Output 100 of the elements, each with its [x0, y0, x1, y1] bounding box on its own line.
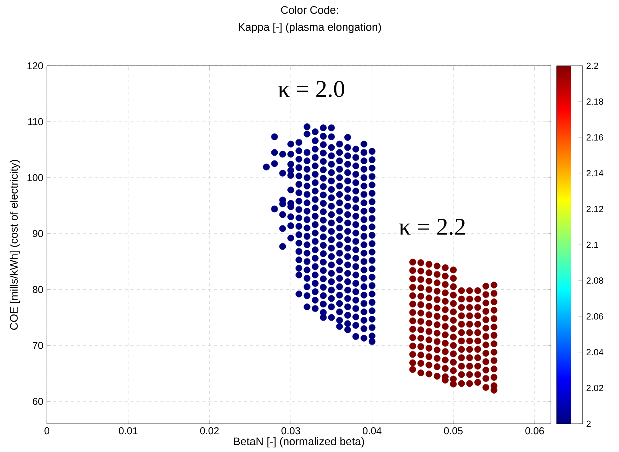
point — [490, 282, 498, 289]
point — [360, 158, 368, 165]
point — [360, 233, 368, 240]
point — [336, 224, 344, 232]
point — [360, 140, 368, 148]
point — [360, 292, 368, 299]
point — [490, 366, 498, 373]
point — [296, 232, 303, 238]
y-axis-title: COE [mills/kWh] (cost of electricity) — [10, 160, 20, 330]
point — [466, 338, 474, 345]
point — [426, 294, 433, 302]
point — [434, 346, 441, 354]
point — [360, 250, 368, 257]
point — [426, 270, 433, 276]
point — [482, 366, 490, 374]
point — [288, 151, 294, 158]
point — [410, 318, 416, 324]
point — [426, 303, 433, 310]
point — [426, 312, 433, 318]
point — [336, 308, 344, 316]
point — [352, 296, 360, 304]
point — [296, 156, 303, 163]
point — [344, 203, 352, 210]
point — [304, 304, 311, 311]
point — [312, 296, 319, 304]
point — [312, 162, 319, 170]
point — [344, 326, 352, 334]
color-bar-label: 2.18 — [586, 98, 604, 105]
color-bar-label: 2.02 — [586, 385, 604, 392]
point — [474, 312, 482, 320]
y-tick-label: 100 — [28, 174, 44, 182]
point — [336, 258, 344, 266]
point — [352, 280, 360, 288]
point — [296, 256, 303, 264]
point — [320, 200, 327, 208]
point — [312, 263, 319, 270]
point — [410, 366, 416, 374]
y-tick-label: 70 — [33, 342, 44, 350]
point — [410, 276, 416, 283]
point — [368, 316, 376, 323]
point — [434, 322, 441, 328]
point — [352, 246, 360, 254]
point — [434, 280, 441, 286]
point — [344, 270, 352, 277]
point — [296, 290, 303, 298]
point — [304, 130, 311, 138]
point — [352, 255, 360, 262]
point — [320, 250, 327, 258]
point — [296, 139, 303, 146]
point — [418, 318, 424, 326]
point — [312, 188, 319, 195]
color-bar-label: 2.06 — [586, 313, 604, 320]
annotation: κ = 2.0 — [278, 81, 345, 98]
point — [320, 124, 327, 132]
chart-subtitle: Kappa [-] (plasma elongation) — [239, 23, 382, 34]
point — [304, 216, 311, 224]
point — [410, 326, 416, 333]
point — [352, 288, 360, 296]
color-bar-label: 2.08 — [586, 278, 604, 284]
point — [450, 284, 458, 290]
point — [296, 272, 303, 279]
point — [328, 244, 336, 252]
point — [336, 182, 344, 190]
point — [328, 314, 336, 322]
point — [360, 242, 368, 248]
point — [450, 350, 458, 358]
point — [352, 221, 360, 228]
point — [466, 380, 474, 388]
point — [490, 324, 498, 331]
point — [450, 359, 458, 366]
point — [426, 261, 433, 268]
point — [328, 144, 336, 152]
point — [450, 292, 458, 299]
point — [466, 312, 474, 320]
point — [466, 296, 474, 303]
point — [360, 224, 368, 232]
point — [418, 352, 424, 359]
point — [418, 343, 424, 350]
point — [410, 258, 416, 266]
point — [344, 220, 352, 227]
point — [312, 288, 319, 296]
point — [320, 150, 327, 157]
point — [320, 133, 327, 140]
point — [352, 146, 360, 153]
point — [328, 253, 336, 260]
point — [466, 371, 474, 378]
point — [352, 263, 360, 270]
point — [458, 304, 466, 312]
point — [442, 365, 449, 372]
point — [410, 267, 416, 274]
point — [304, 242, 311, 248]
point — [458, 296, 466, 303]
point — [434, 304, 441, 312]
point — [328, 278, 336, 286]
point — [474, 371, 482, 378]
x-tick-label: 0.02 — [200, 428, 219, 435]
point — [328, 203, 336, 210]
point — [344, 286, 352, 294]
point — [360, 326, 368, 332]
point — [410, 284, 416, 291]
